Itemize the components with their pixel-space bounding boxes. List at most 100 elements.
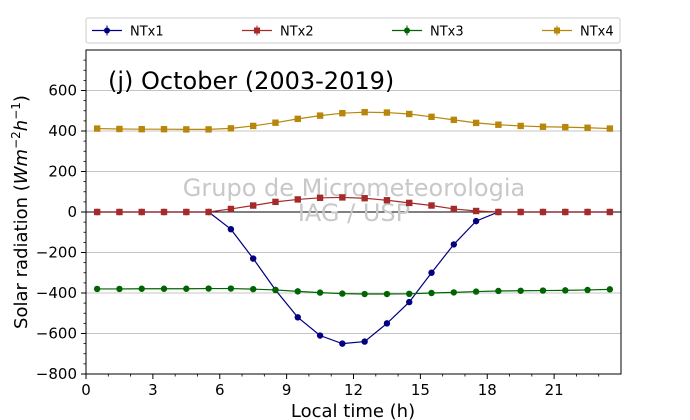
point-NTx3-2 — [138, 285, 145, 292]
y-axis-label: Solar radiation (Wm−2h−1) — [9, 95, 32, 329]
series-NTx2 — [93, 194, 614, 216]
series-NTx3 — [93, 285, 614, 298]
point-NTx1-16 — [450, 241, 458, 248]
x-tick-label-4: 12 — [344, 381, 363, 399]
point-NTx2-19 — [517, 208, 524, 216]
legend: NTx1 NTx2 NTx3 NTx4 — [85, 17, 621, 44]
x-tick-label-6: 18 — [478, 381, 497, 399]
legend-frame — [85, 17, 621, 44]
point-NTx1-13 — [383, 320, 391, 327]
point-NTx2-16 — [450, 205, 458, 213]
point-NTx3-8 — [272, 286, 279, 294]
y-tick-label-0: −800 — [36, 365, 77, 383]
point-NTx4-0 — [93, 125, 101, 132]
point-NTx4-8 — [272, 119, 279, 126]
point-NTx2-18 — [495, 208, 502, 216]
series-line-NTx4 — [97, 111, 610, 130]
point-NTx1-12 — [361, 338, 368, 345]
point-NTx4-10 — [316, 112, 324, 119]
y-tick-label-7: 600 — [48, 82, 77, 100]
point-NTx2-8 — [272, 198, 279, 206]
point-NTx4-6 — [227, 125, 235, 132]
y-axis-label-main: Solar radiation ( — [11, 184, 32, 329]
point-NTx4-19 — [517, 122, 524, 130]
point-NTx1-17 — [472, 217, 480, 225]
point-NTx3-12 — [361, 290, 368, 298]
point-NTx3-14 — [406, 290, 413, 298]
point-NTx3-0 — [93, 285, 101, 293]
y-tick-label-3: −200 — [36, 244, 77, 262]
series-NTx4 — [93, 108, 614, 133]
y-axis-label-exp1: −2 — [9, 131, 23, 149]
point-NTx1-14 — [406, 298, 413, 306]
point-NTx4-9 — [294, 115, 301, 123]
point-NTx4-7 — [249, 122, 257, 130]
point-NTx2-0 — [93, 208, 101, 216]
point-NTx4-20 — [539, 123, 547, 130]
point-NTx3-16 — [450, 289, 458, 296]
point-NTx3-23 — [606, 286, 614, 293]
point-NTx4-3 — [160, 125, 168, 133]
point-NTx4-5 — [205, 126, 212, 133]
x-tick-label-2: 6 — [215, 381, 225, 399]
point-NTx2-22 — [584, 208, 591, 216]
point-NTx1-7 — [249, 255, 257, 262]
y-tick-label-6: 400 — [48, 122, 77, 140]
x-tick-label-7: 21 — [545, 381, 564, 399]
y-axis-label-exp2: −1 — [9, 102, 23, 120]
point-NTx3-10 — [316, 289, 324, 296]
point-NTx4-1 — [116, 125, 123, 133]
point-NTx2-1 — [116, 208, 123, 216]
point-NTx4-2 — [138, 125, 145, 133]
point-NTx4-12 — [361, 108, 368, 116]
point-NTx3-9 — [294, 288, 301, 295]
point-NTx2-4 — [183, 208, 190, 216]
legend-label-NTx4: NTx4 — [580, 25, 614, 40]
point-NTx3-13 — [383, 290, 391, 298]
y-axis-label-close: ) — [11, 95, 32, 102]
point-NTx2-9 — [294, 196, 301, 203]
point-NTx1-6 — [227, 226, 235, 233]
legend-marker-NTx2 — [254, 27, 260, 34]
point-NTx2-11 — [339, 194, 346, 201]
point-NTx4-4 — [183, 126, 190, 133]
legend-marker-NTx4 — [554, 27, 560, 34]
legend-marker-NTx3 — [404, 27, 410, 34]
point-NTx2-23 — [606, 208, 614, 216]
point-NTx2-10 — [316, 194, 324, 202]
x-axis-label: Local time (h) — [291, 401, 415, 420]
point-NTx4-21 — [562, 123, 569, 131]
chart-title: (j) October (2003-2019) — [108, 67, 394, 95]
point-NTx3-18 — [495, 287, 502, 295]
point-NTx2-6 — [227, 205, 235, 213]
y-tick-label-2: −400 — [36, 284, 77, 302]
x-tick-label-1: 3 — [148, 381, 158, 399]
x-tick-label-3: 9 — [282, 381, 292, 399]
point-NTx4-11 — [339, 109, 346, 117]
legend-label-NTx3: NTx3 — [430, 25, 464, 40]
point-NTx4-23 — [606, 125, 614, 132]
point-NTx2-3 — [160, 208, 168, 216]
point-NTx1-9 — [294, 314, 301, 321]
point-NTx4-18 — [495, 121, 502, 128]
x-tick-label-5: 15 — [411, 381, 430, 399]
point-NTx2-14 — [406, 199, 413, 207]
point-NTx1-10 — [316, 332, 324, 339]
point-NTx3-15 — [428, 289, 435, 297]
point-NTx2-12 — [361, 195, 368, 202]
y-tick-label-4: 0 — [67, 203, 77, 221]
legend-entry-NTx4: NTx4 — [542, 25, 614, 40]
point-NTx2-17 — [472, 207, 480, 215]
point-NTx4-14 — [406, 110, 413, 118]
y-tick-label-1: −600 — [36, 325, 77, 343]
point-NTx2-13 — [383, 197, 391, 204]
point-NTx2-15 — [428, 202, 435, 209]
point-NTx4-17 — [472, 119, 480, 127]
point-NTx3-17 — [472, 288, 480, 295]
legend-label-NTx1: NTx1 — [130, 25, 164, 40]
point-NTx3-3 — [160, 285, 168, 292]
legend-entry-NTx2: NTx2 — [242, 25, 314, 40]
point-NTx4-15 — [428, 113, 435, 121]
x-tick-label-0: 0 — [81, 381, 91, 399]
legend-label-NTx2: NTx2 — [280, 25, 314, 40]
